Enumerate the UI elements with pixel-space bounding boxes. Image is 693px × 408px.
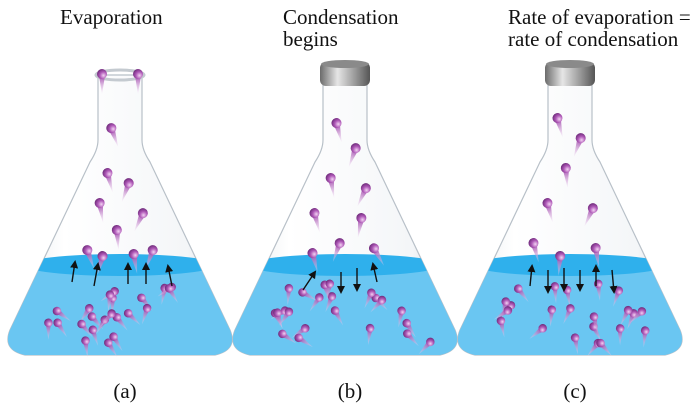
liquid — [215, 254, 475, 364]
panel-title: Rate of evaporation = — [508, 5, 691, 29]
panel-label: (a) — [113, 379, 136, 403]
panel — [0, 69, 250, 364]
panel-title: Evaporation — [60, 5, 163, 29]
liquid-surface — [24, 254, 216, 276]
molecule-head — [44, 318, 53, 327]
liquid — [0, 254, 250, 364]
panel-title: Condensation — [283, 5, 399, 29]
panel — [215, 60, 475, 364]
panel-label: (b) — [338, 379, 363, 403]
panel — [440, 60, 693, 364]
liquid-surface — [474, 254, 666, 276]
diagram: Evaporation (a) Condensationbegins (b) Rate … — [0, 0, 693, 408]
liquid-surface — [249, 254, 441, 276]
panel-label: (c) — [563, 379, 586, 403]
molecule-head — [97, 69, 107, 79]
panel-title: begins — [283, 27, 338, 51]
molecule-head — [133, 69, 143, 79]
stopper-top — [321, 60, 369, 68]
stopper-top — [546, 60, 594, 68]
molecule-head — [616, 324, 625, 333]
panel-title: rate of condensation — [508, 27, 679, 51]
liquid-body — [215, 264, 475, 364]
